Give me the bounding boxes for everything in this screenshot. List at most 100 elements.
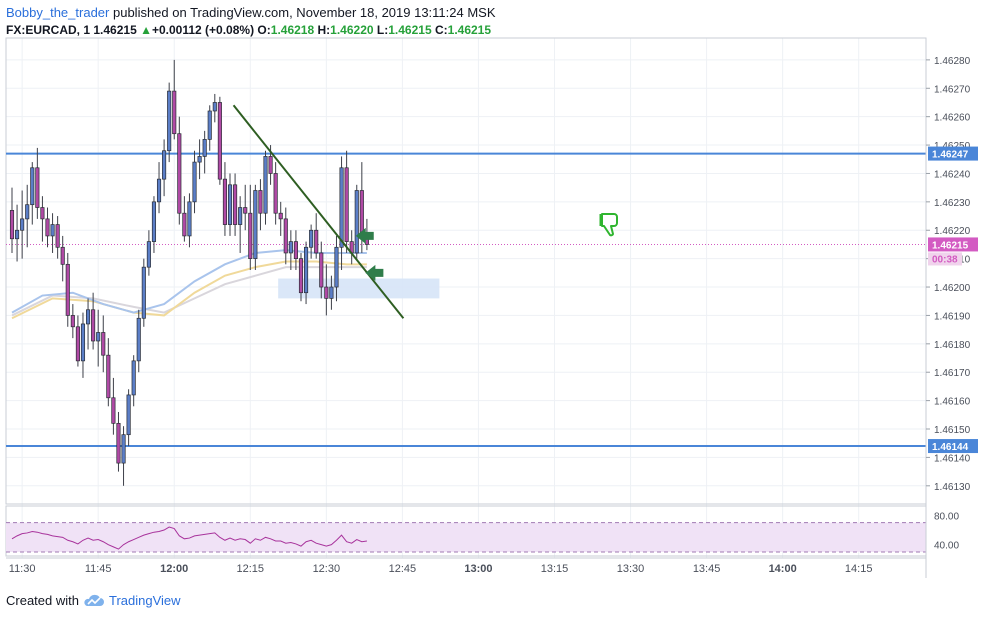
- candle-body: [233, 184, 238, 225]
- descending-trendline: [232, 104, 405, 319]
- candle-body: [238, 207, 243, 225]
- candle-body: [60, 246, 65, 265]
- close-value: 1.46215: [447, 23, 492, 37]
- change-arrow-icon: ▲: [140, 23, 152, 37]
- level-price-label: 1.46144: [932, 442, 969, 453]
- candle-body: [85, 309, 91, 325]
- y-tick-label: 1.46180: [934, 340, 971, 351]
- candle-body: [65, 263, 70, 316]
- support-zone: [278, 278, 440, 299]
- candle-body: [248, 212, 253, 259]
- high-value: 1.46220: [330, 23, 374, 37]
- candle-body: [50, 224, 55, 237]
- y-tick-label: 1.46230: [934, 198, 971, 209]
- candle-body: [344, 167, 349, 242]
- level-price-label: 1.46247: [932, 150, 969, 161]
- low-label: L:: [376, 23, 389, 37]
- x-tick-label: 11:30: [9, 563, 36, 575]
- rsi-tick-label: 80.00: [934, 511, 959, 522]
- publish-text: published on TradingView.com, November 1…: [112, 5, 496, 20]
- x-tick-label: 14:15: [845, 563, 873, 575]
- candle-body: [243, 207, 248, 214]
- candle-body: [217, 102, 222, 180]
- author-link[interactable]: Bobby_the_trader: [6, 5, 110, 20]
- candle-body: [55, 224, 60, 248]
- candle-body: [156, 178, 162, 203]
- symbol-label: FX:EURCAD, 1: [6, 23, 91, 37]
- candle-body: [192, 161, 197, 203]
- rsi-band: [6, 522, 926, 552]
- candle-body: [268, 156, 273, 174]
- candle-body: [131, 360, 136, 396]
- candle-body: [70, 315, 75, 328]
- x-tick-label: 12:15: [237, 563, 265, 575]
- last-price: 1.46215: [93, 23, 137, 37]
- y-tick-label: 1.46250: [934, 141, 971, 152]
- candle-body: [304, 246, 309, 294]
- candle-body: [293, 241, 298, 259]
- change-value: +0.00112 (+0.08%): [151, 23, 255, 37]
- candle-body: [25, 204, 30, 220]
- candle-body: [146, 241, 151, 268]
- candle-body: [96, 332, 101, 342]
- candle-body: [278, 212, 283, 220]
- candle-body: [309, 229, 314, 248]
- y-tick-label: 1.46140: [934, 453, 971, 464]
- candle-body: [177, 133, 182, 214]
- thumbs-down-icon: [599, 213, 618, 237]
- candle-body: [182, 212, 187, 237]
- y-tick-label: 1.46240: [934, 169, 971, 180]
- x-tick-label: 13:00: [464, 563, 492, 575]
- y-tick-label: 1.46130: [934, 482, 971, 493]
- candle-body: [253, 190, 258, 259]
- y-tick-label: 1.46170: [934, 368, 971, 379]
- candle-body: [106, 354, 111, 399]
- candle-body: [258, 190, 263, 214]
- left-arrow-icon-shape: [355, 227, 374, 244]
- candle-body: [354, 190, 359, 254]
- candle-body: [30, 167, 35, 206]
- left-arrow-icon: [365, 264, 384, 281]
- y-tick-label: 1.46200: [934, 283, 971, 294]
- candle-body: [45, 218, 50, 237]
- countdown-label: 00:38: [932, 254, 958, 265]
- y-tick-label: 1.46280: [934, 56, 971, 67]
- candle-body: [141, 266, 146, 319]
- x-tick-label: 13:45: [693, 563, 721, 575]
- candle-body: [339, 167, 344, 248]
- candle-body: [101, 332, 106, 356]
- rsi-line: [11, 526, 367, 550]
- candle-body: [263, 156, 268, 214]
- candle-body: [273, 173, 278, 214]
- candle-body: [334, 246, 339, 288]
- tradingview-cloud-icon: [84, 594, 104, 606]
- candle-body: [212, 102, 217, 112]
- candle-body: [314, 229, 319, 254]
- y-tick-label: 1.46190: [934, 311, 971, 322]
- candle-body: [91, 309, 96, 342]
- candle-body: [172, 90, 177, 135]
- x-tick-label: 13:15: [541, 563, 569, 575]
- left-arrow-icon: [355, 227, 374, 244]
- candle-body: [288, 241, 293, 254]
- current-price-label-bg: [928, 237, 978, 252]
- x-tick-label: 11:45: [85, 563, 112, 575]
- high-label: H:: [317, 23, 331, 37]
- legend-bar: FX:EURCAD, 1 1.46215 ▲+0.00112 (+0.08%) …: [6, 23, 491, 37]
- open-value: 1.46218: [270, 23, 315, 37]
- candle-body: [227, 184, 233, 225]
- candle-body: [329, 286, 334, 299]
- candle-body: [298, 258, 304, 294]
- candle-body: [197, 156, 202, 163]
- candle-body: [75, 326, 80, 362]
- candle-body: [111, 397, 116, 424]
- y-tick-label: 1.46270: [934, 84, 971, 95]
- candle-body: [35, 167, 40, 208]
- x-tick-label: 12:30: [313, 563, 341, 575]
- candle-body: [207, 110, 212, 140]
- price-axis-bg: [926, 38, 988, 578]
- rsi-tick-label: 40.00: [934, 541, 959, 552]
- tradingview-link[interactable]: TradingView: [108, 593, 181, 608]
- level-price-label-bg: [928, 439, 978, 454]
